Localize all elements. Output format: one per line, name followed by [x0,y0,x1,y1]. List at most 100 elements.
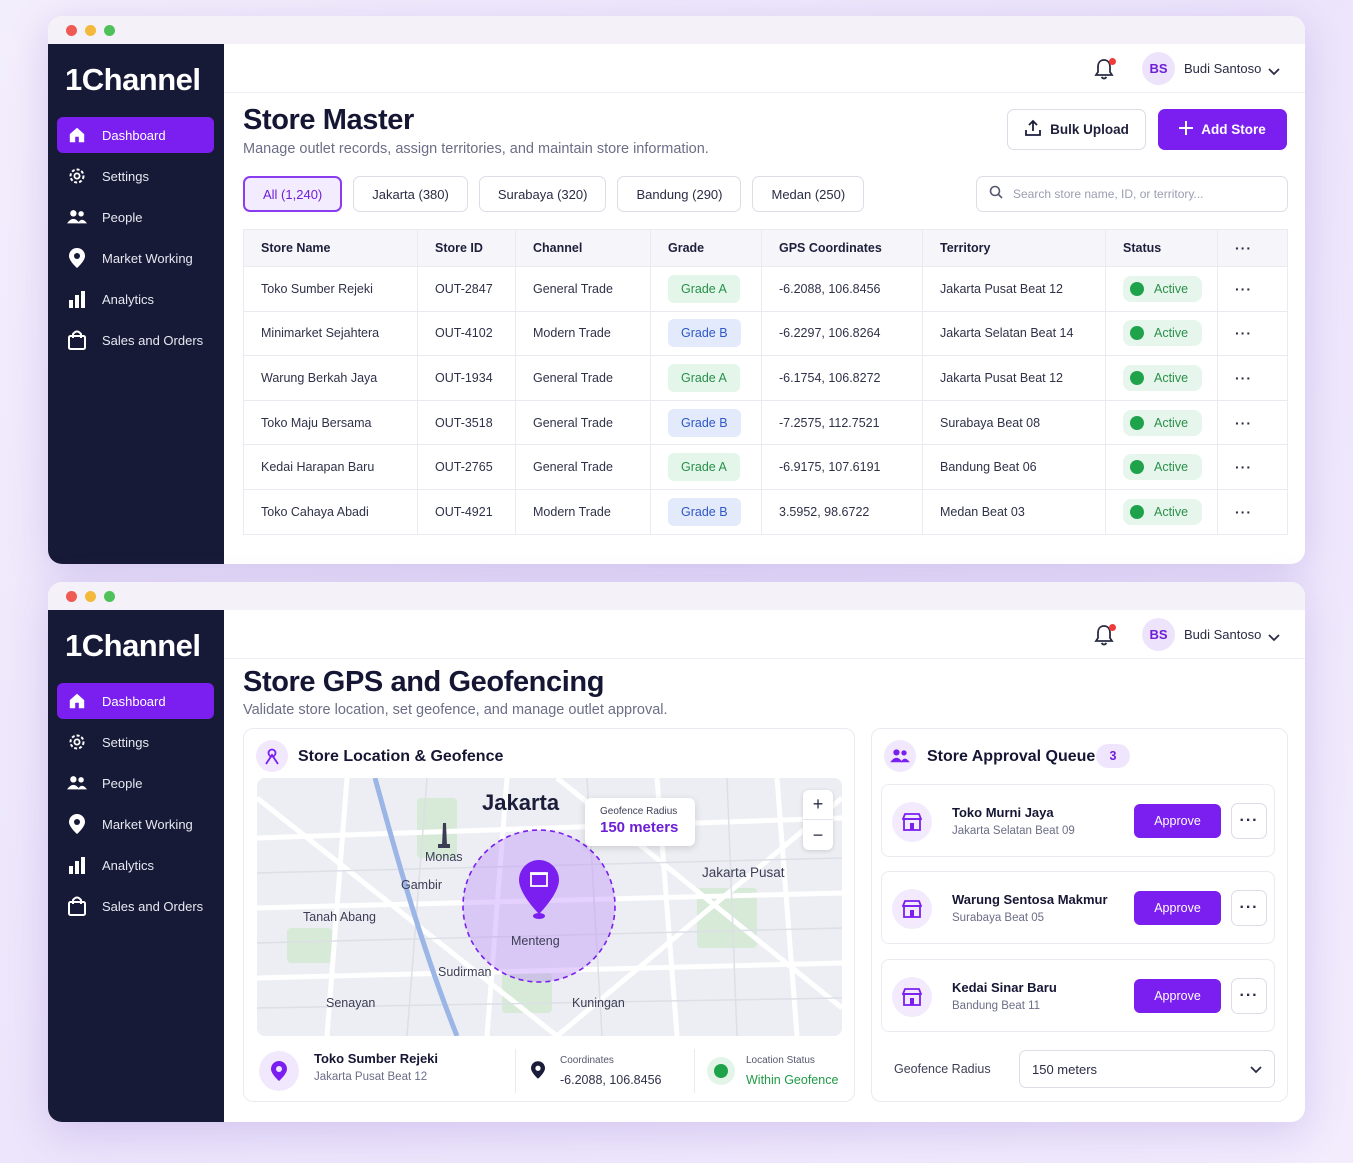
column-header-store-id[interactable]: Store ID [417,229,516,267]
row-more-icon[interactable]: ··· [1235,325,1252,342]
grade-badge: Grade A [668,453,740,482]
filter-chip-all[interactable]: All (1,240) [243,176,343,212]
table-row[interactable]: Toko Maju Bersama OUT-3518 General Trade… [243,399,1288,445]
sidebar-item-sales-and-orders[interactable]: Sales and Orders [57,322,214,358]
sidebar-item-dashboard[interactable]: Dashboard [57,683,214,719]
chevron-down-icon[interactable] [1268,63,1280,81]
maximize-window-button[interactable] [104,24,115,36]
column-header-status[interactable]: Status [1105,229,1218,267]
sidebar-item-settings[interactable]: Settings [57,158,214,194]
more-options-button[interactable]: ··· [1231,890,1267,926]
status-badge: Active [1123,275,1203,302]
close-window-button[interactable] [66,24,77,36]
store-icon [892,802,932,842]
approval-queue-title: Store Approval Queue [927,748,1096,765]
row-more-icon[interactable]: ··· [1235,503,1252,520]
sidebar-item-people[interactable]: People [57,199,214,235]
sidebar-item-settings[interactable]: Settings [57,724,214,760]
grade-cell: Grade A [650,266,762,312]
zoom-in-button[interactable]: + [803,790,833,820]
notification-bell-icon[interactable] [1094,58,1116,80]
avatar[interactable]: BS [1142,618,1175,651]
column-header-territory[interactable]: Territory [922,229,1106,267]
more-options-button[interactable]: ··· [1231,803,1267,839]
filter-chip-bandung[interactable]: Bandung (290) [617,176,742,212]
sidebar-item-market-working[interactable]: Market Working [57,240,214,276]
notification-bell-icon[interactable] [1094,624,1116,646]
geofence-radius-select[interactable]: 150 meters [1019,1050,1275,1088]
sidebar-item-people[interactable]: People [57,765,214,801]
row-more-icon[interactable]: ··· [1235,459,1252,476]
user-name[interactable]: Budi Santoso [1184,627,1262,642]
search-box [976,176,1288,212]
add-store-button[interactable]: Add Store [1158,109,1287,150]
sidebar-item-analytics[interactable]: Analytics [57,281,214,317]
more-options-button[interactable]: ··· [1231,978,1267,1014]
status-cell: Active [1105,488,1218,535]
search-input[interactable] [1013,187,1273,201]
people-icon [67,207,87,227]
sidebar-item-market-working[interactable]: Market Working [57,806,214,842]
list-item: Toko Murni Jaya Jakarta Selatan Beat 09 … [881,784,1275,857]
approve-button[interactable]: Approve [1134,979,1221,1013]
divider [694,1049,695,1093]
bulk-upload-button[interactable]: Bulk Upload [1007,109,1146,150]
table-row[interactable]: Toko Sumber Rejeki OUT-2847 General Trad… [243,266,1288,312]
column-header-gps[interactable]: GPS Coordinates [761,229,923,267]
filter-chip-surabaya[interactable]: Surabaya (320) [478,176,607,212]
app-logo: 1Channel [65,62,201,97]
table-row[interactable]: Kedai Harapan Baru OUT-2765 General Trad… [243,444,1288,490]
table-row[interactable]: Warung Berkah Jaya OUT-1934 General Trad… [243,355,1288,401]
shopping-bag-icon [67,330,87,350]
sidebar-item-sales-and-orders[interactable]: Sales and Orders [57,888,214,924]
chevron-down-icon[interactable] [1268,629,1280,647]
sidebar-item-label: Dashboard [102,693,166,709]
map-label-tanah-abang: Tanah Abang [303,910,376,924]
filter-chip-medan[interactable]: Medan (250) [752,176,865,212]
top-bar: BS Budi Santoso [224,44,1305,93]
avatar[interactable]: BS [1142,52,1175,85]
title-bar [48,16,1305,44]
store-location-card: Store Location & Geofence [243,728,855,1102]
close-window-button[interactable] [66,590,77,602]
status-dot-icon [1130,370,1144,385]
location-card-title: Store Location & Geofence [298,748,504,765]
approve-button[interactable]: Approve [1134,804,1221,838]
zoom-out-button[interactable]: − [812,824,824,845]
minimize-window-button[interactable] [85,24,96,36]
table-row[interactable]: Minimarket Sejahtera OUT-4102 Modern Tra… [243,310,1288,356]
table-header-row: Store Name Store ID Channel Grade GPS Co… [243,229,1288,267]
status-dot-icon [1130,460,1144,475]
shopping-bag-icon [67,896,87,916]
column-header-grade[interactable]: Grade [650,229,762,267]
more-options-icon[interactable]: ··· [1235,240,1252,256]
store-map[interactable]: Jakarta Monas Gambir Jakarta Pusat Tanah… [257,778,842,1036]
column-header-actions[interactable]: ··· [1217,229,1288,267]
minimize-window-button[interactable] [85,590,96,602]
sidebar-item-analytics[interactable]: Analytics [57,847,214,883]
gps-cell: -6.1754, 106.8272 [761,355,923,401]
row-more-icon[interactable]: ··· [1235,369,1252,386]
actions-cell: ··· [1217,355,1288,401]
geofence-radius-popup: Geofence Radius 150 meters [585,798,695,846]
grade-cell: Grade B [650,488,762,535]
table-row[interactable]: Toko Cahaya Abadi OUT-4921 Modern Trade … [243,488,1288,535]
user-name[interactable]: Budi Santoso [1184,61,1262,76]
row-more-icon[interactable]: ··· [1235,414,1252,431]
geofence-radius-value: 150 meters [1032,1061,1098,1077]
territory-cell: Jakarta Selatan Beat 14 [922,310,1106,356]
store-master-window: 1Channel Dashboard Settings People Marke… [48,16,1305,564]
filter-chip-jakarta[interactable]: Jakarta (380) [353,176,468,212]
map-label-menteng: Menteng [511,934,560,948]
gps-cell: -6.2088, 106.8456 [761,266,923,312]
coordinates-label: Coordinates [560,1055,614,1066]
map-label-senayan: Senayan [326,996,376,1010]
territory-cell: Jakarta Pusat Beat 12 [922,355,1106,401]
column-header-store-name[interactable]: Store Name [243,229,418,267]
sidebar-item-dashboard[interactable]: Dashboard [57,117,214,153]
row-more-icon[interactable]: ··· [1235,280,1252,297]
maximize-window-button[interactable] [104,590,115,602]
column-header-channel[interactable]: Channel [515,229,651,267]
actions-cell: ··· [1217,444,1288,490]
approve-button[interactable]: Approve [1134,891,1221,925]
